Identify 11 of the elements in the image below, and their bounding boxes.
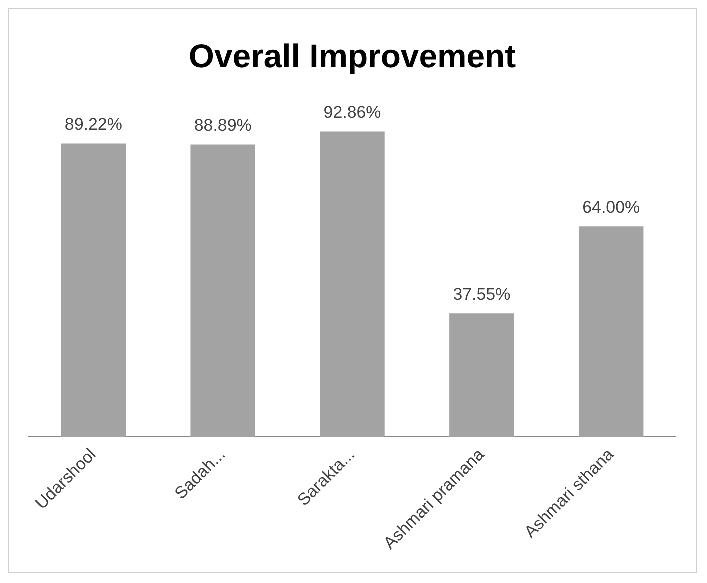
bar [190, 144, 256, 438]
data-label: 37.55% [453, 284, 511, 304]
data-label: 92.86% [324, 102, 382, 122]
bar [578, 226, 644, 438]
data-label: 89.22% [64, 114, 122, 134]
data-label: 88.89% [194, 116, 252, 136]
bar [320, 132, 385, 438]
bar [450, 314, 514, 438]
bar [61, 144, 126, 438]
chart-title: Overall Improvement [188, 38, 516, 75]
data-label: 64.00% [582, 198, 640, 217]
